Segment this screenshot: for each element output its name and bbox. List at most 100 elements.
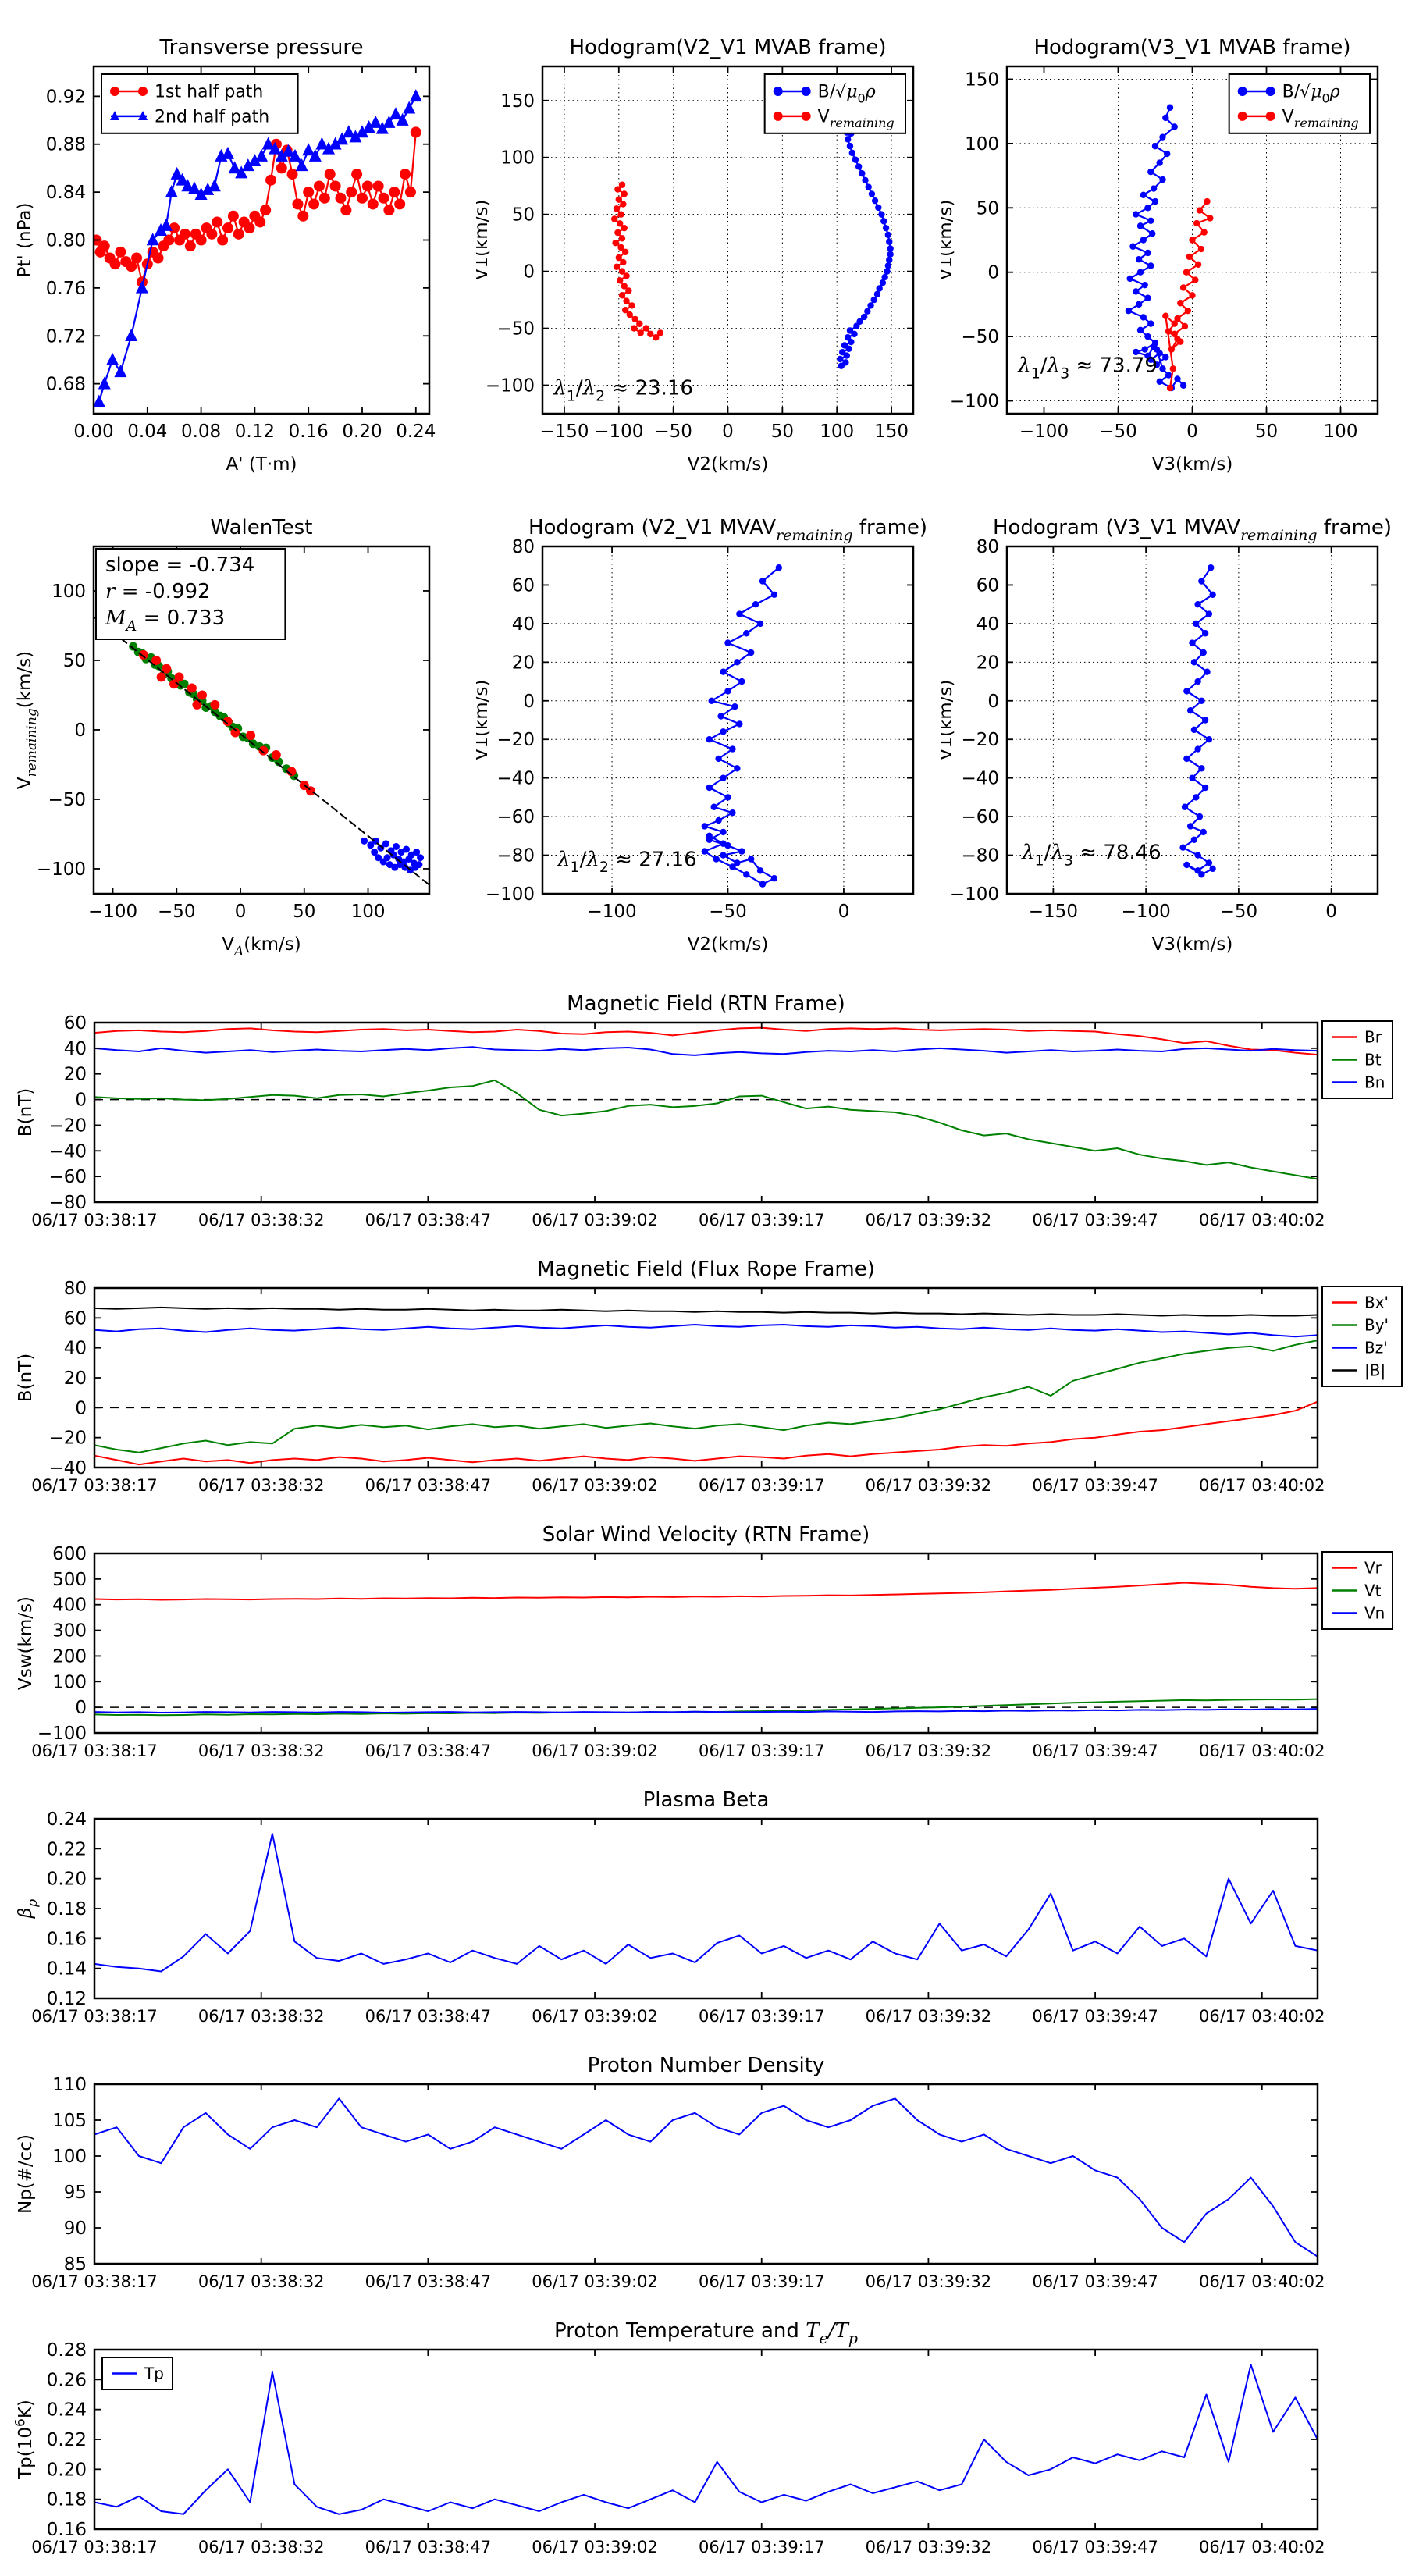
- axes-box: [93, 1817, 1319, 2000]
- legend: Bx' By' Bz' |B|: [1321, 1286, 1403, 1387]
- circle-marker: [636, 320, 643, 327]
- y-tick-label: −40: [48, 1458, 87, 1478]
- circle-marker: [169, 679, 180, 689]
- circle-marker: [715, 755, 722, 763]
- circle-marker: [1125, 307, 1132, 315]
- circle-marker: [615, 196, 622, 203]
- x-tick-label: −50: [158, 902, 196, 922]
- x-tick-label: −100: [594, 422, 643, 442]
- x-tick-label: 06/17 03:39:17: [699, 1211, 825, 1229]
- y-tick-label: 0.22: [47, 1839, 87, 1859]
- y-tick-label: 100: [965, 134, 999, 155]
- y-tick-label: 0: [523, 692, 535, 712]
- svg-text:|B|: |B|: [1364, 1361, 1385, 1380]
- circle-marker: [417, 854, 425, 862]
- y-tick-label: 0.84: [46, 183, 86, 203]
- triangle-marker: [295, 158, 308, 172]
- circle-marker: [152, 252, 164, 264]
- circle-marker: [879, 279, 887, 286]
- circle-marker: [372, 180, 384, 192]
- circle-marker: [138, 649, 148, 660]
- circle-marker: [617, 244, 624, 251]
- y-tick-label: −40: [48, 1141, 87, 1162]
- circle-marker: [1181, 322, 1189, 330]
- series-Vr: [94, 1582, 1318, 1601]
- circle-marker: [614, 229, 621, 237]
- circle-marker: [297, 210, 309, 222]
- triangle-marker: [98, 376, 111, 390]
- y-tick-label: 95: [64, 2183, 87, 2203]
- series-2nd-half-path: [94, 89, 422, 407]
- circle-marker: [1194, 852, 1201, 859]
- circle-marker: [410, 126, 422, 138]
- x-tick-label: 0: [1325, 902, 1337, 922]
- x-tick-label: 06/17 03:39:17: [699, 1476, 825, 1495]
- y-axis-label: V1(km/s): [941, 680, 956, 761]
- circle-marker: [729, 809, 736, 817]
- circle-marker: [623, 297, 630, 304]
- circle-marker: [724, 688, 731, 695]
- x-tick-label: −100: [1019, 422, 1069, 442]
- svg-text:Bn: Bn: [1364, 1073, 1385, 1092]
- y-tick-label: 50: [512, 205, 535, 226]
- series-Bn: [94, 1046, 1318, 1056]
- triangle-marker: [114, 365, 127, 378]
- y-tick-label: 500: [52, 1570, 87, 1590]
- circle-marker: [1179, 382, 1187, 389]
- circle-marker: [357, 192, 368, 204]
- circle-marker: [708, 697, 715, 704]
- circle-marker: [628, 302, 635, 309]
- series-group: [94, 89, 422, 407]
- circle-marker: [853, 322, 860, 329]
- circle-marker: [1179, 284, 1187, 291]
- y-tick-label: 0: [987, 692, 999, 712]
- y-tick-label: −50: [48, 790, 86, 810]
- circle-marker: [647, 330, 654, 338]
- circle-marker: [126, 261, 137, 272]
- x-axis-label: A' (T·m): [226, 454, 297, 475]
- circle-marker: [1133, 288, 1140, 295]
- circle-marker: [98, 240, 110, 252]
- circle-marker: [620, 201, 627, 208]
- triangle-marker: [248, 154, 261, 167]
- x-tick-label: 0.08: [181, 422, 221, 442]
- circle-marker: [637, 329, 644, 336]
- circle-marker: [759, 578, 767, 585]
- circle-marker: [361, 180, 373, 192]
- x-tick-label: 06/17 03:39:02: [532, 1742, 658, 1760]
- circle-marker: [110, 86, 119, 96]
- circle-marker: [1166, 384, 1174, 392]
- x-tick-label: 06/17 03:39:17: [699, 1742, 825, 1760]
- circle-marker: [1189, 774, 1196, 781]
- circle-marker: [1193, 219, 1200, 227]
- series-V-remaining: [611, 181, 664, 341]
- circle-marker: [197, 690, 207, 700]
- circle-marker: [383, 205, 395, 216]
- circle-marker: [276, 162, 287, 174]
- series-B-mag: [94, 1306, 1318, 1317]
- circle-marker: [724, 794, 731, 801]
- triangle-marker: [375, 121, 389, 134]
- y-tick-label: 0.18: [47, 1899, 87, 1920]
- series-beta: [94, 1833, 1318, 1973]
- chart-title: Hodogram (V2_V1 MVAVremaining frame): [528, 516, 927, 544]
- circle-marker: [187, 683, 197, 693]
- circle-marker: [1147, 262, 1154, 269]
- circle-marker: [206, 228, 218, 240]
- circle-marker: [734, 765, 741, 772]
- circle-marker: [1196, 207, 1204, 214]
- circle-marker: [1201, 630, 1209, 637]
- chart-svg: 0.00 0.04 0.08 0.12 0.16 0.20 0.24 0.68 0.72 0.76…: [15, 36, 436, 475]
- circle-marker: [313, 180, 325, 192]
- circle-marker: [618, 235, 626, 242]
- x-tick-label: 06/17 03:39:32: [866, 2272, 992, 2291]
- circle-marker: [631, 315, 638, 323]
- y-tick-label: 600: [52, 1544, 87, 1564]
- circle-marker: [195, 234, 207, 246]
- circle-marker: [1144, 333, 1151, 340]
- x-tick-label: 06/17 03:39:02: [532, 1476, 658, 1495]
- x-tick-label: 06/17 03:38:32: [198, 1476, 325, 1495]
- circle-marker: [623, 272, 630, 279]
